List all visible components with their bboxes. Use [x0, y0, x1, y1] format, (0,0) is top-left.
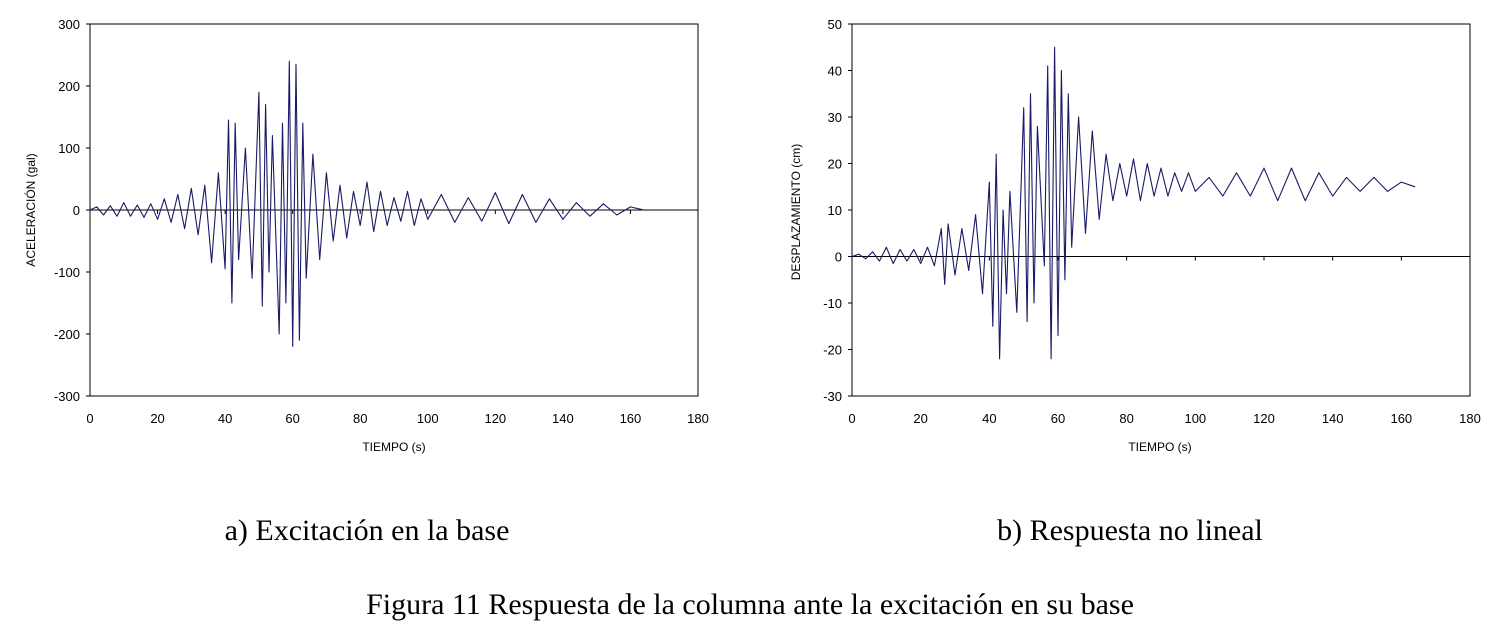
chart-b-y-tick-label: -30: [823, 389, 842, 404]
chart-a-x-tick-label: 160: [620, 411, 642, 426]
chart-b-y-tick-label: 0: [835, 250, 842, 265]
chart-a-x-tick-label: 20: [150, 411, 164, 426]
chart-a-y-tick-label: 200: [58, 79, 80, 94]
chart-a-x-tick-label: 180: [687, 411, 709, 426]
chart-b-y-tick-label: 30: [828, 110, 842, 125]
chart-a-x-tick-label: 40: [218, 411, 232, 426]
chart-a: 0 20 40 60 80 100 120 140 160 180 300 200 100 0 -100 -…: [23, 17, 709, 547]
chart-a-y-tick-label: -300: [54, 389, 80, 404]
chart-a-y-ticks: 300 200 100 0 -100 -200 -300: [54, 17, 90, 404]
chart-b-y-ticks: 50 40 30 20 10 0 -10 -20 -30: [823, 17, 852, 404]
chart-a-subcaption: a) Excitación en la base: [225, 514, 510, 547]
chart-a-x-ticks: 0 20 40 60 80 100 120 140 160 180: [86, 210, 709, 426]
chart-b-y-tick-label: 40: [828, 64, 842, 79]
chart-a-y-axis-title: ACELERACIÓN (gal): [23, 153, 38, 266]
chart-b: 0 20 40 60 80 100 120 140 160 180 50403020100-10-…: [789, 17, 1481, 547]
chart-b-y-tick-label: -20: [823, 343, 842, 358]
chart-b-x-tick-label: 0: [848, 411, 855, 426]
chart-b-y-tick-label: 10: [828, 203, 842, 218]
chart-b-x-tick-label: 140: [1322, 411, 1344, 426]
chart-b-x-tick-label: 20: [913, 411, 927, 426]
chart-b-x-tick-label: 180: [1459, 411, 1481, 426]
chart-b-x-tick-label: 100: [1184, 411, 1206, 426]
chart-a-x-tick-label: 60: [285, 411, 299, 426]
chart-b-plot-area: [851, 23, 1471, 397]
chart-b-x-tick-label: 160: [1390, 411, 1412, 426]
chart-a-y-tick-label: -100: [54, 265, 80, 280]
chart-a-y-tick-label: 300: [58, 17, 80, 32]
chart-a-y-tick-label: -200: [54, 327, 80, 342]
chart-a-x-tick-label: 80: [353, 411, 367, 426]
chart-b-subcaption: b) Respuesta no lineal: [997, 514, 1263, 547]
figure-caption: Figura 11 Respuesta de la columna ante l…: [366, 588, 1134, 621]
chart-b-x-tick-label: 80: [1119, 411, 1133, 426]
chart-a-x-tick-label: 140: [552, 411, 574, 426]
chart-b-series-line: [851, 46, 1416, 360]
chart-b-x-tick-label: 120: [1253, 411, 1275, 426]
chart-a-x-tick-label: 100: [417, 411, 439, 426]
chart-a-y-tick-label: 0: [73, 203, 80, 218]
chart-a-series-line: [89, 60, 645, 347]
chart-b-y-tick-label: 20: [828, 157, 842, 172]
chart-a-y-tick-label: 100: [58, 141, 80, 156]
chart-b-x-tick-label: 40: [982, 411, 996, 426]
chart-b-x-ticks: 0 20 40 60 80 100 120 140 160 180: [848, 256, 1481, 426]
chart-b-x-tick-label: 60: [1051, 411, 1065, 426]
chart-a-x-tick-label: 120: [484, 411, 506, 426]
chart-a-x-axis-title: TIEMPO (s): [362, 440, 425, 454]
chart-a-x-tick-label: 0: [86, 411, 93, 426]
chart-b-y-tick-label: -10: [823, 296, 842, 311]
chart-b-y-axis-title: DESPLAZAMIENTO (cm): [789, 144, 803, 280]
chart-b-x-axis-title: TIEMPO (s): [1128, 440, 1191, 454]
chart-b-y-tick-label: 50: [828, 17, 842, 32]
